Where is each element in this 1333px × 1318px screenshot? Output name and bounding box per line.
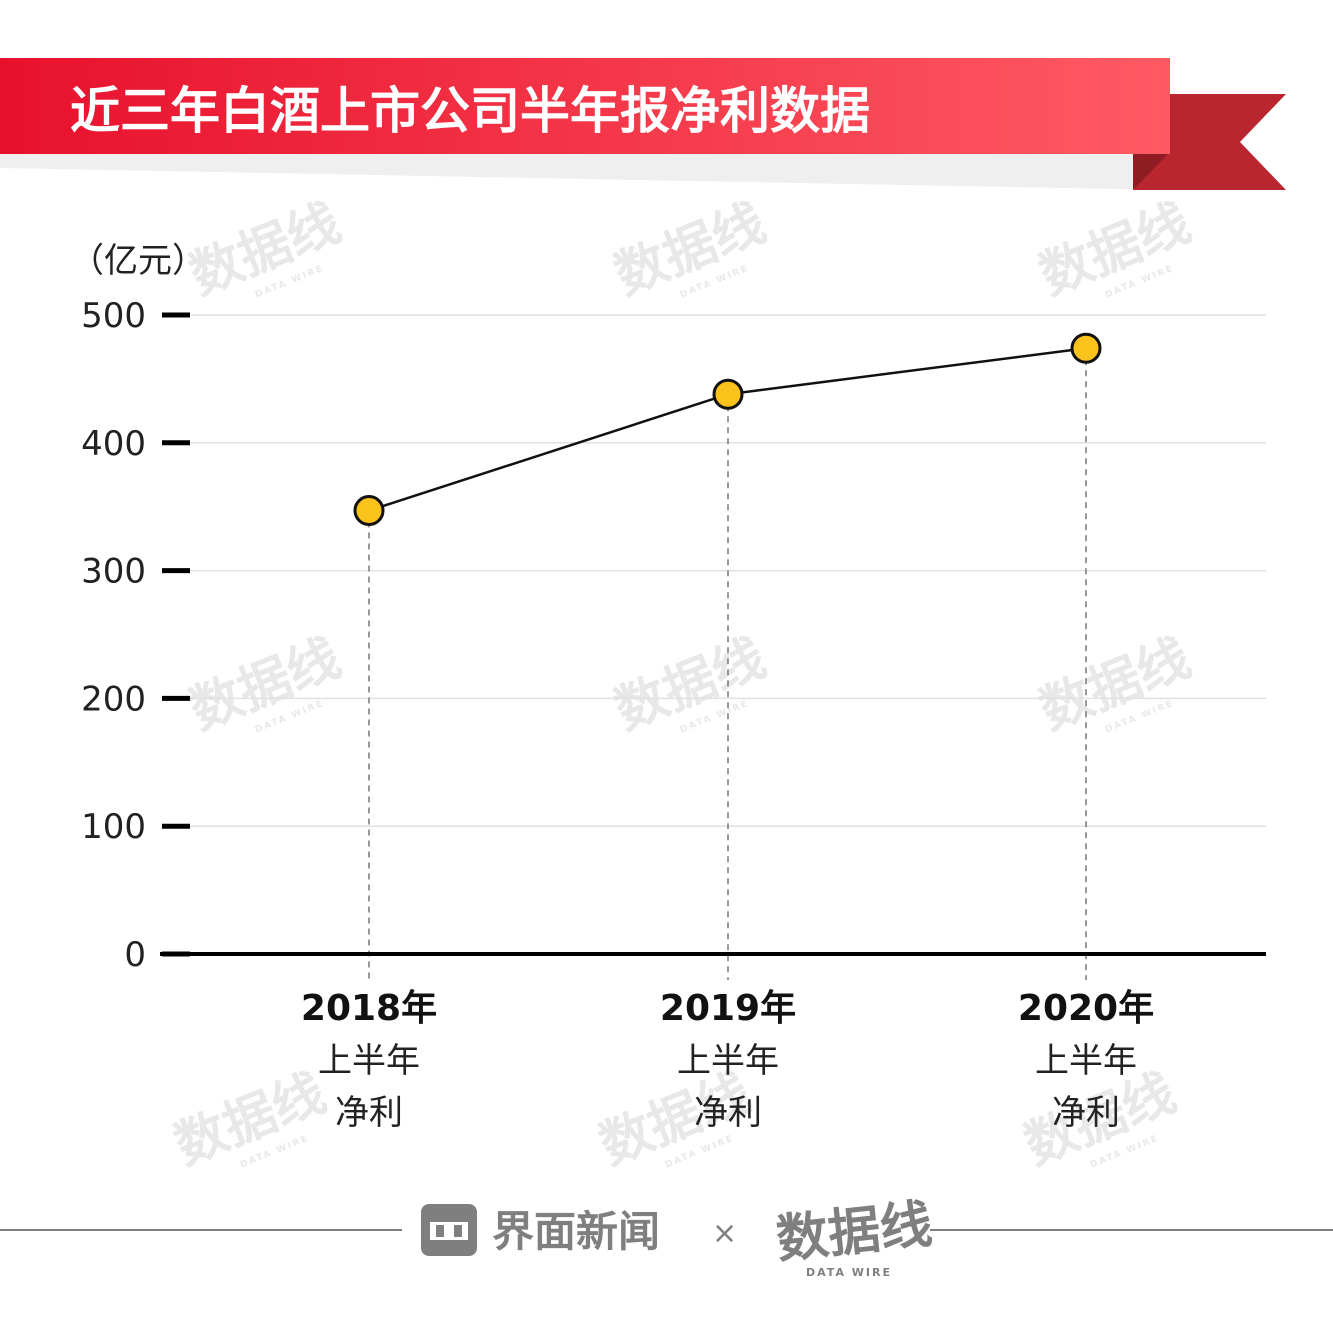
data-point (1070, 332, 1102, 364)
x-label-line1: 上半年 (1035, 1041, 1137, 1081)
x-label-line2: 净利 (1052, 1093, 1120, 1133)
chart-title: 近三年白酒上市公司半年报净利数据 (70, 82, 870, 140)
x-label-line2: 净利 (694, 1093, 762, 1133)
y-axis: （亿元） 0 100 200 300 400 500 (70, 241, 206, 975)
x-label-year: 2020年 (1018, 988, 1154, 1029)
x-label-line1: 上半年 (318, 1041, 420, 1081)
banner-band (0, 58, 1170, 154)
x-label-year: 2018年 (301, 988, 437, 1029)
footer-partner: 数据线 (774, 1195, 935, 1271)
title-banner: 近三年白酒上市公司半年报净利数据 (0, 58, 1286, 190)
series-layer (353, 332, 1102, 527)
x-label-year: 2019年 (660, 988, 796, 1029)
data-point (712, 378, 744, 410)
footer-times: × (712, 1216, 737, 1251)
banner-ribbon-tail (1133, 94, 1286, 190)
y-axis-unit: （亿元） (70, 241, 206, 281)
datawire-logo: 数据线 DATA WIRE (774, 1195, 935, 1279)
y-tick-label: 500 (81, 296, 146, 336)
y-tick-label: 100 (81, 807, 146, 847)
banner-ribbon-fold (1133, 152, 1170, 190)
footer: 界面新闻 × 数据线 DATA WIRE (0, 1195, 1333, 1279)
footer-brand: 界面新闻 (492, 1207, 660, 1256)
y-tick-label: 400 (81, 424, 146, 464)
y-tick-label: 0 (124, 935, 146, 975)
footer-partner-sub: DATA WIRE (806, 1266, 892, 1279)
drop-lines (368, 348, 1087, 980)
banner-shadow (0, 152, 1170, 190)
x-label-line2: 净利 (335, 1093, 403, 1133)
y-tick-label: 200 (81, 679, 146, 719)
x-label-line1: 上半年 (677, 1041, 779, 1081)
jiemian-logo-icon (421, 1204, 477, 1256)
y-tick-label: 300 (81, 552, 146, 592)
data-point (353, 495, 385, 527)
